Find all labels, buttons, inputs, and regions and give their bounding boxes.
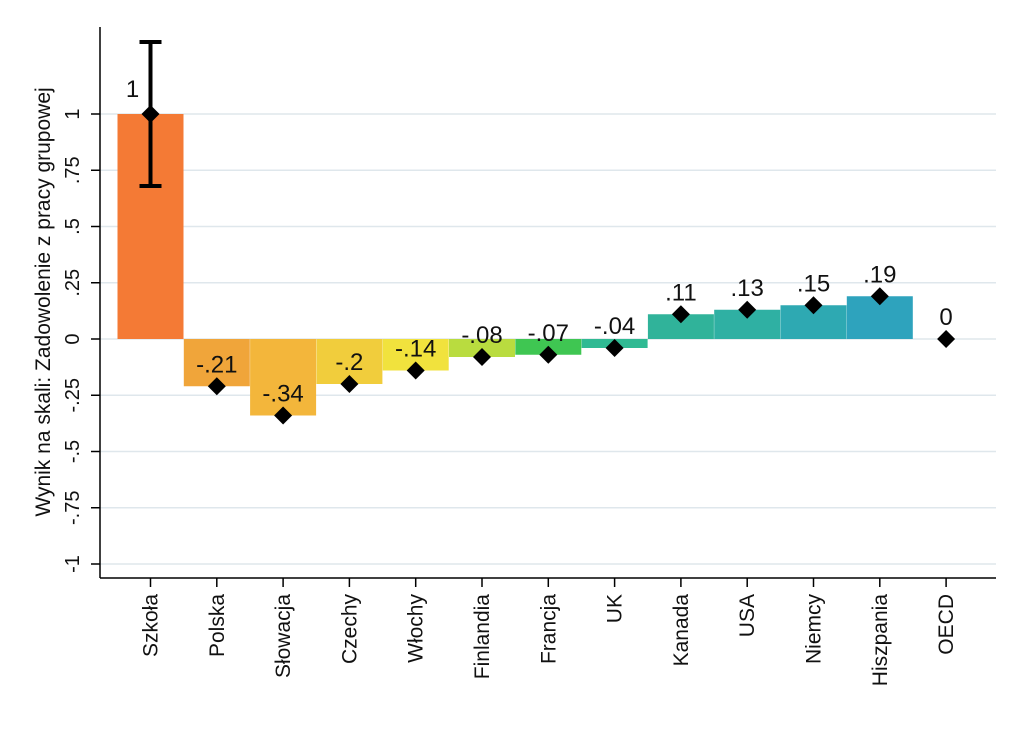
value-labels: 1 -.21 -.34 -.2 -.14 -.08 -.07 -.04 .11 .13 .15 .19…	[126, 76, 953, 408]
marker-usa	[738, 300, 757, 319]
x-tick-label-polska: Polska	[206, 594, 229, 657]
marker-hiszpania	[870, 287, 889, 306]
value-label-finlandia: -.08	[461, 322, 502, 349]
value-label-szkoła: 1	[126, 76, 139, 103]
bar-słowacja	[250, 339, 317, 416]
plot-area	[100, 27, 996, 578]
marker-niemcy	[804, 296, 823, 315]
value-label-niemcy: .15	[797, 270, 830, 297]
marker-polska	[207, 377, 226, 396]
value-label-czechy: -.2	[335, 349, 363, 376]
markers	[141, 105, 956, 425]
y-tick-label: 1	[62, 108, 84, 119]
y-tick-label: .25	[62, 269, 84, 297]
value-label-oecd: 0	[939, 304, 952, 331]
marker-słowacja	[274, 406, 293, 425]
value-label-hiszpania: .19	[863, 261, 896, 288]
x-tick-label-czechy: Czechy	[338, 594, 361, 665]
x-tick-label-oecd: OECD	[935, 594, 958, 655]
x-tick-label-słowacja: Słowacja	[272, 594, 295, 678]
axes: 1 .75 .5 .25 0 -.25 -.5 -.75 -1 Szkoła Polska Słowa…	[62, 27, 996, 686]
x-tick-label-niemcy: Niemcy	[803, 594, 826, 665]
marker-włochy	[406, 361, 425, 380]
marker-kanada	[671, 305, 690, 324]
y-tick-label: -.5	[62, 440, 84, 463]
marker-francja	[539, 345, 558, 364]
x-tick-label-uk: UK	[604, 594, 627, 623]
y-tick-label: -.75	[62, 491, 84, 525]
x-tick-label-włochy: Włochy	[405, 594, 428, 663]
x-tick-label-hiszpania: Hiszpania	[869, 594, 892, 687]
marker-szkoła	[141, 105, 160, 123]
value-label-uk: -.04	[594, 313, 635, 340]
value-label-kanada: .11	[665, 279, 697, 306]
y-tick-label: 0	[62, 333, 84, 344]
marker-oecd	[937, 330, 956, 348]
x-tick-label-usa: USA	[736, 594, 759, 637]
x-tick-label-szkoła: Szkoła	[140, 594, 163, 657]
y-tick-label: -.25	[62, 378, 84, 412]
value-label-usa: .13	[731, 275, 764, 302]
y-tick-label: -1	[62, 555, 84, 573]
value-label-francja: -.07	[528, 320, 569, 347]
x-tick-label-francja: Francja	[537, 594, 560, 664]
y-tick-label: .5	[62, 218, 84, 235]
marker-finlandia	[473, 348, 491, 366]
marker-uk	[605, 339, 624, 357]
y-axis-title: Wynik na skali: Zadowolenie z pracy grup…	[32, 87, 55, 516]
value-label-polska: -.21	[196, 351, 237, 378]
value-label-słowacja: -.34	[262, 381, 303, 408]
y-tick-label: .75	[62, 156, 84, 184]
x-tick-label-finlandia: Finlandia	[471, 594, 494, 680]
x-tick-label-kanada: Kanada	[670, 594, 693, 667]
value-label-włochy: -.14	[395, 336, 436, 363]
marker-czechy	[340, 375, 359, 393]
